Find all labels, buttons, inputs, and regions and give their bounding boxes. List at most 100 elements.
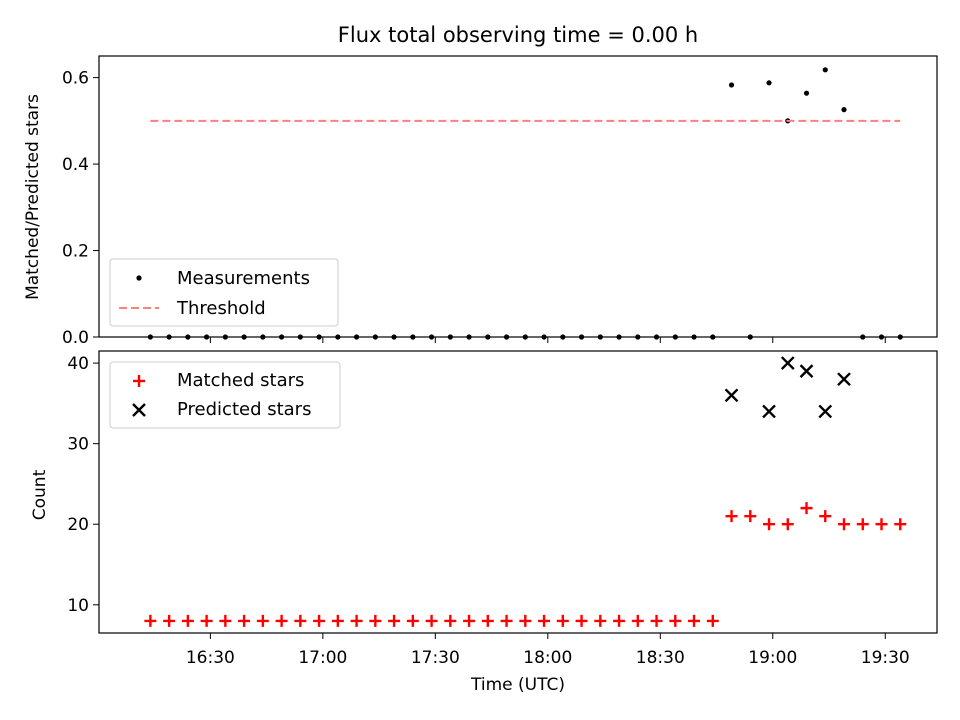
ratio-x-ticks bbox=[209, 337, 886, 343]
predicted-stars-point bbox=[724, 388, 739, 403]
matched-stars-point bbox=[294, 614, 307, 627]
ratio-y-tick-label: 0.6 bbox=[62, 69, 89, 89]
count-y-tick-label: 10 bbox=[67, 596, 89, 616]
x-tick-label: 16:30 bbox=[186, 648, 235, 668]
predicted-stars-point bbox=[818, 404, 833, 419]
measurements-point bbox=[653, 334, 660, 340]
matched-stars-point bbox=[838, 518, 851, 531]
measurements-point bbox=[503, 334, 510, 340]
matched-legend-label: Matched stars bbox=[177, 370, 304, 391]
matched-stars-point bbox=[275, 614, 288, 627]
measurements-point bbox=[616, 334, 622, 340]
x-tick-label: 17:00 bbox=[298, 648, 347, 668]
matched-stars-point bbox=[350, 614, 363, 627]
ratio-panel: 0.0 0.2 0.4 0.6 Matched/Predicted stars Mea… bbox=[23, 55, 938, 348]
matched-stars-point bbox=[538, 614, 551, 627]
measurements-point bbox=[878, 334, 885, 340]
ratio-series bbox=[147, 67, 903, 340]
measurements-point bbox=[860, 334, 866, 340]
predicted-legend-label: Predicted stars bbox=[177, 399, 311, 420]
measurements-point bbox=[803, 90, 810, 96]
x-tick-label: 18:30 bbox=[636, 648, 685, 668]
x-tick-label: 19:00 bbox=[748, 648, 797, 668]
measurements-point bbox=[185, 334, 191, 340]
matched-stars-point bbox=[256, 614, 269, 627]
matched-stars-point bbox=[875, 518, 888, 531]
matched-stars-point bbox=[800, 502, 813, 515]
matched-stars-point bbox=[219, 614, 232, 627]
measurements-point bbox=[841, 107, 847, 113]
x-tick-label: 17:30 bbox=[411, 648, 460, 668]
measurements-point bbox=[578, 334, 585, 340]
measurements-point bbox=[485, 334, 491, 340]
count-legend-box bbox=[109, 361, 341, 429]
ratio-legend: Measurements Threshold bbox=[109, 258, 339, 327]
matched-legend-marker bbox=[133, 375, 145, 387]
predicted-stars-point bbox=[837, 372, 851, 387]
measurements-point bbox=[391, 334, 397, 340]
matched-stars-point bbox=[556, 614, 569, 627]
measurements-point bbox=[428, 334, 435, 340]
measurements-point bbox=[260, 334, 266, 340]
measurements-point bbox=[710, 334, 716, 340]
matched-stars-point bbox=[369, 614, 382, 627]
matched-stars-point bbox=[331, 614, 344, 627]
x-tick-label: 18:00 bbox=[523, 648, 572, 668]
measurements-point bbox=[147, 334, 153, 340]
matched-stars-point bbox=[238, 614, 251, 627]
matched-stars-point bbox=[856, 518, 869, 531]
measurements-point bbox=[522, 334, 528, 340]
matched-stars-point bbox=[744, 510, 757, 523]
measurements-point bbox=[466, 334, 472, 340]
matched-stars-point bbox=[200, 614, 213, 627]
matched-stars-point bbox=[481, 614, 494, 627]
matched-stars-point bbox=[519, 614, 532, 627]
count-y-axis-label: Count bbox=[30, 469, 50, 520]
measurements-point bbox=[541, 334, 547, 340]
ratio-y-axis: 0.0 0.2 0.4 0.6 bbox=[62, 69, 99, 348]
measurements-point bbox=[766, 80, 772, 86]
measurements-point bbox=[447, 334, 453, 340]
measurements-point bbox=[747, 334, 753, 340]
matched-stars-point bbox=[613, 614, 626, 627]
count-series bbox=[144, 356, 907, 627]
matched-stars-point bbox=[406, 614, 419, 627]
matched-stars-point bbox=[725, 510, 738, 523]
threshold-legend-label: Threshold bbox=[176, 298, 266, 319]
matched-stars-point bbox=[819, 510, 832, 523]
count-y-axis: 10 20 30 40 bbox=[67, 354, 99, 616]
matched-stars-point bbox=[763, 518, 776, 531]
matched-stars-point bbox=[425, 614, 438, 627]
measurements-point bbox=[372, 334, 378, 340]
measurements-point bbox=[297, 334, 303, 340]
measurements-point bbox=[204, 334, 210, 340]
count-y-tick-label: 20 bbox=[67, 515, 89, 535]
matched-stars-point bbox=[181, 614, 194, 627]
matched-stars-point bbox=[313, 614, 326, 627]
measurements-point bbox=[728, 82, 735, 88]
count-x-axis: 16:30 17:00 17:30 18:00 18:30 19:00 19:30 bbox=[186, 633, 910, 668]
matched-stars-point bbox=[594, 614, 607, 627]
matched-stars-point bbox=[575, 614, 588, 627]
matched-stars-point bbox=[706, 614, 719, 627]
measurements-point bbox=[672, 334, 678, 340]
matched-stars-point bbox=[669, 614, 682, 627]
matched-stars-point bbox=[144, 614, 157, 627]
ratio-y-tick-label: 0.0 bbox=[62, 328, 89, 348]
count-y-tick-label: 30 bbox=[67, 435, 89, 455]
measurements-point bbox=[635, 334, 641, 340]
measurements-point bbox=[822, 67, 828, 73]
matched-stars-point bbox=[444, 614, 457, 627]
matched-stars-point bbox=[894, 518, 907, 531]
matched-stars-point bbox=[500, 614, 513, 627]
measurements-point bbox=[278, 334, 285, 340]
measurements-point bbox=[691, 334, 697, 340]
x-tick-label: 19:30 bbox=[861, 648, 910, 668]
ratio-y-axis-label: Matched/Predicted stars bbox=[23, 94, 43, 300]
measurements-point bbox=[897, 334, 903, 340]
measurements-point bbox=[560, 334, 566, 340]
measurements-point bbox=[241, 334, 247, 340]
predicted-legend-marker bbox=[132, 403, 146, 417]
